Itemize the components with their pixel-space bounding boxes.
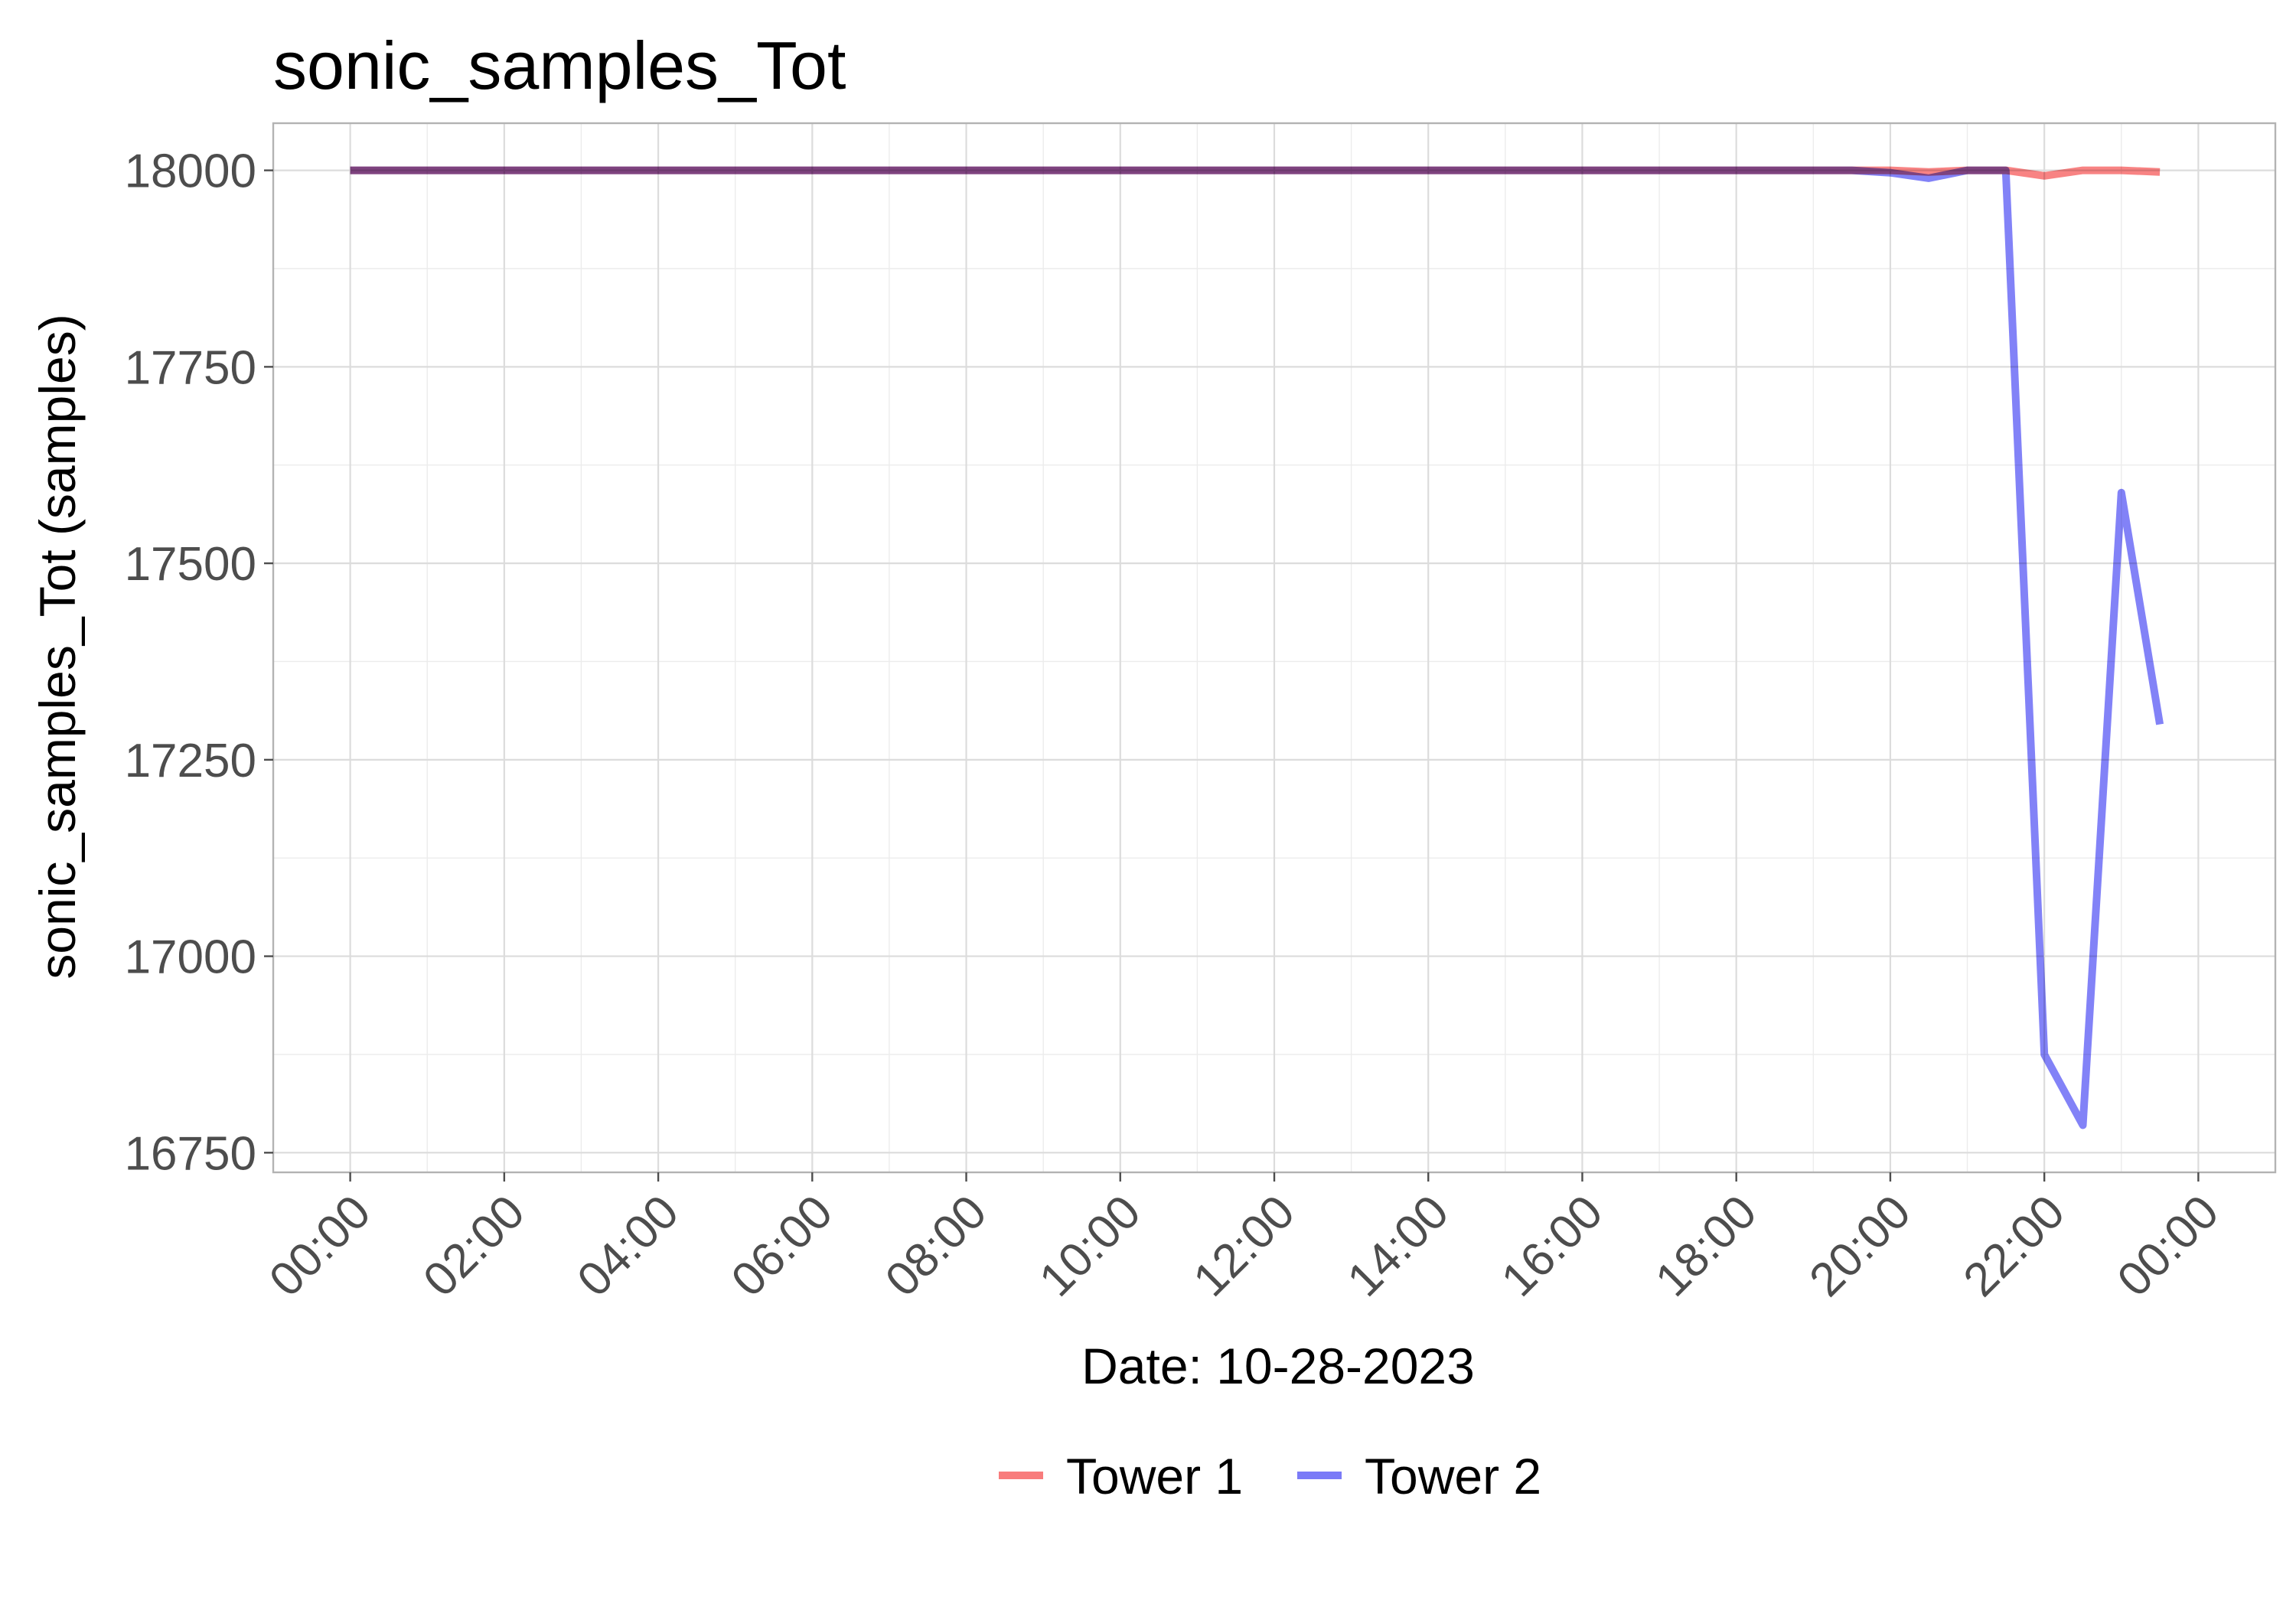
y-tick-label: 17250 [125,735,256,787]
y-tick-label: 18000 [125,145,256,198]
grid [273,123,2275,1172]
axes: 16750 17000 17250 17500 17750 18000 00:00 02:00… [125,145,2229,1307]
x-tick-label: 04:00 [567,1185,689,1307]
x-tick-label: 16:00 [1492,1185,1613,1307]
x-axis-title: Date: 10-28-2023 [1081,1338,1475,1394]
x-tick-label: 18:00 [1645,1185,1767,1307]
legend-label-tower-1: Tower 1 [1066,1448,1243,1504]
x-tick-label: 08:00 [876,1185,997,1307]
x-tick-label: 06:00 [722,1185,843,1307]
series-lines [350,166,2164,1129]
legend-label-tower-2: Tower 2 [1365,1448,1541,1504]
x-tick-label: 02:00 [413,1185,535,1307]
series-line-tower-2 [350,166,2164,1129]
chart-title: sonic_samples_Tot [273,28,846,103]
y-tick-label: 16750 [125,1127,256,1180]
x-tick-label: 14:00 [1338,1185,1459,1307]
x-tick-label: 22:00 [1954,1185,2076,1307]
x-tick-label: 00:00 [259,1185,381,1307]
x-tick-label: 00:00 [2108,1185,2229,1307]
x-tick-label: 12:00 [1183,1185,1305,1307]
x-tick-label: 20:00 [1799,1185,1921,1307]
legend: Tower 1 Tower 2 [999,1448,1541,1504]
y-tick-label: 17000 [125,931,256,984]
y-tick-label: 17750 [125,341,256,394]
y-axis-title: sonic_samples_Tot (samples) [29,314,86,979]
y-tick-label: 17500 [125,538,256,591]
x-tick-label: 10:00 [1029,1185,1151,1307]
